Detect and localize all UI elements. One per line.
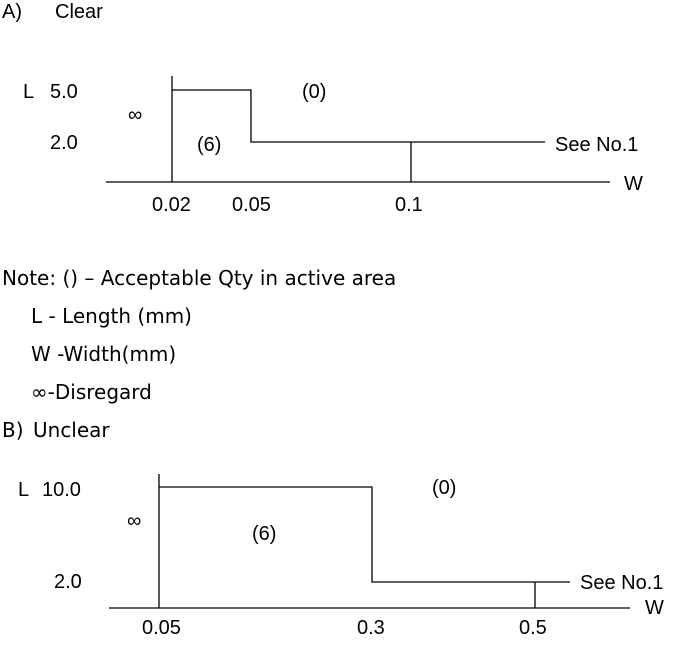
diagram-b-region-infinite: ∞: [127, 510, 141, 532]
diagram-b-region-six: (6): [252, 523, 276, 545]
diagram-a-region-zero: (0): [302, 81, 326, 103]
diagram-b-w-tick-0-05: 0.05: [142, 617, 181, 639]
diagram-b-l-tick-10: 10.0: [42, 479, 81, 501]
diagram-a-l-axis-label: L: [23, 81, 34, 103]
note-disregard: ∞-Disregard: [31, 380, 152, 404]
section-b-title: Unclear: [33, 418, 110, 442]
diagram-a-w-tick-0-05: 0.05: [232, 194, 271, 216]
diagram-a-l-tick-2: 2.0: [50, 132, 78, 154]
section-a-label: A): [2, 1, 22, 23]
diagram-b-l-axis-label: L: [18, 479, 29, 501]
diagram-a-region-infinite: ∞: [128, 104, 142, 126]
section-b-label: B): [2, 418, 24, 442]
diagram-b-see-note: See No.1: [580, 572, 663, 594]
diagram-a-see-note: See No.1: [555, 134, 638, 156]
diagram-a-region-six: (6): [197, 134, 221, 156]
diagram-a-w-tick-0-1: 0.1: [395, 194, 423, 216]
note-acceptable-qty: Note: () – Acceptable Qty in active area: [2, 266, 397, 290]
diagram-b-w-tick-0-5: 0.5: [519, 617, 547, 639]
diagram-a-w-tick-0-02: 0.02: [152, 194, 191, 216]
diagram-a-limit-curve: [172, 89, 545, 143]
diagram-b-region-zero: (0): [432, 477, 456, 499]
diagram-b-w-tick-0-3: 0.3: [357, 617, 385, 639]
note-width: W -Width(mm): [31, 342, 177, 366]
diagram-b-limit-curve: [159, 486, 570, 583]
diagram-b: L 10.0 2.0 ∞ (6) (0) See No.1 W 0.05 0.3…: [18, 474, 664, 639]
diagram-a: L 5.0 2.0 ∞ (6) (0) See No.1 W 0.02 0.05…: [23, 76, 643, 216]
diagram-a-l-tick-5: 5.0: [50, 81, 78, 103]
diagram-b-w-axis-label: W: [645, 597, 664, 619]
section-a-title: Clear: [55, 1, 103, 23]
diagram-b-l-tick-2: 2.0: [54, 571, 82, 593]
diagram-a-w-axis-label: W: [624, 173, 643, 195]
note-length: L - Length (mm): [31, 304, 192, 328]
